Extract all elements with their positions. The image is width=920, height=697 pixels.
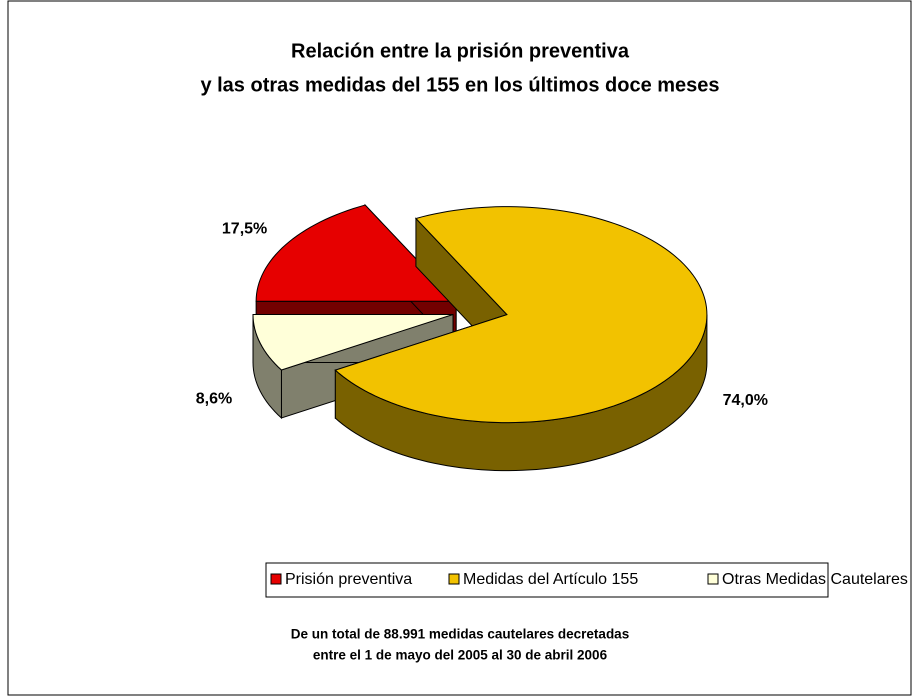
- legend-label: Otras Medidas Cautelares: [722, 571, 908, 588]
- legend-swatch: [707, 573, 719, 585]
- legend-swatch: [448, 573, 460, 585]
- legend-swatch: [270, 573, 282, 585]
- chart-title: Relación entre la prisión preventiva: [291, 40, 630, 62]
- slice: [255, 204, 458, 302]
- legend-label: Medidas del Artículo 155: [463, 571, 638, 588]
- annotation: entre el 1 de mayo del 2005 al 30 de abr…: [313, 648, 608, 663]
- legend-box: [265, 562, 829, 598]
- legend-label: Prisión preventiva: [285, 571, 412, 588]
- data-label: 74,0%: [723, 392, 768, 409]
- slice: [334, 206, 708, 424]
- data-label: 17,5%: [222, 220, 267, 237]
- data-label: 8,6%: [196, 390, 232, 407]
- chart-title: y las otras medidas del 155 en los últim…: [200, 74, 719, 96]
- annotation: De un total de 88.991 medidas cautelares…: [291, 627, 629, 642]
- slice: [252, 313, 454, 371]
